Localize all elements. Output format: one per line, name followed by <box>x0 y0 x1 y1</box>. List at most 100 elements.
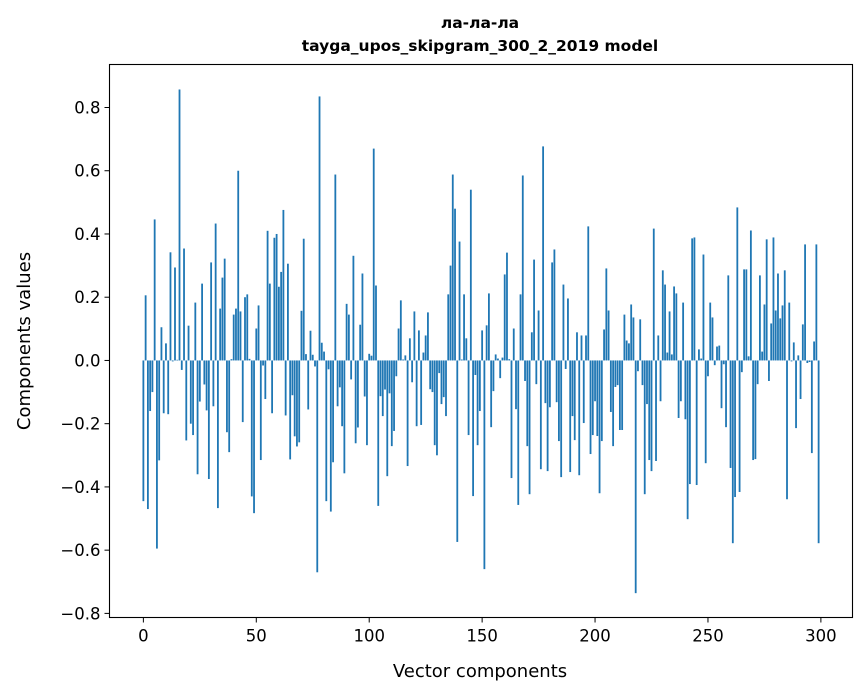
bar-115 <box>402 359 404 361</box>
bar-211 <box>618 360 621 431</box>
bar-103 <box>375 285 377 361</box>
bar-139 <box>456 360 459 542</box>
bar-192 <box>576 332 578 361</box>
bar-294 <box>806 360 809 363</box>
bar-218 <box>634 360 637 594</box>
x-tick-label: 250 <box>692 627 724 646</box>
bar-83 <box>329 360 332 512</box>
bar-215 <box>628 343 630 361</box>
bar-214 <box>625 340 628 361</box>
bar-92 <box>350 360 353 380</box>
bar-148 <box>476 360 479 446</box>
bar-228 <box>657 335 660 361</box>
bar-284 <box>783 270 786 361</box>
bar-77 <box>316 360 319 573</box>
bar-227 <box>655 360 657 461</box>
bar-204 <box>603 329 605 361</box>
bar-131 <box>438 360 441 374</box>
bar-252 <box>711 317 714 361</box>
bar-209 <box>614 360 617 388</box>
bar-80 <box>323 351 325 361</box>
bar-177 <box>542 146 545 361</box>
bar-274 <box>761 351 764 361</box>
bar-47 <box>248 358 251 361</box>
bar-72 <box>305 354 307 361</box>
bar-246 <box>698 349 700 361</box>
bar-111 <box>393 360 395 431</box>
bar-104 <box>377 360 380 506</box>
bar-170 <box>526 360 529 447</box>
bar-7 <box>158 360 161 461</box>
bar-233 <box>668 311 671 361</box>
bar-280 <box>774 310 777 361</box>
bar-26 <box>201 283 203 361</box>
bar-272 <box>756 360 759 385</box>
bar-61 <box>280 271 283 361</box>
bar-49 <box>253 360 255 514</box>
bar-161 <box>506 252 508 361</box>
bar-14 <box>174 267 176 361</box>
bar-271 <box>754 360 757 460</box>
bar-296 <box>810 360 813 454</box>
bar-124 <box>422 352 425 361</box>
bar-105 <box>379 360 382 397</box>
bar-158 <box>499 360 502 379</box>
bar-281 <box>777 273 779 361</box>
bar-225 <box>650 360 653 472</box>
bar-270 <box>752 360 755 461</box>
bar-1 <box>144 295 147 361</box>
bar-110 <box>390 360 393 447</box>
bar-275 <box>763 304 766 361</box>
bar-237 <box>677 360 680 418</box>
bar-234 <box>670 354 673 361</box>
bar-239 <box>682 302 685 361</box>
bar-22 <box>192 360 194 436</box>
bar-74 <box>309 330 312 361</box>
bar-213 <box>623 314 626 361</box>
bar-123 <box>420 360 423 425</box>
x-tick-label: 50 <box>246 627 267 646</box>
bar-58 <box>273 237 276 361</box>
bar-290 <box>797 355 800 361</box>
bar-241 <box>686 360 689 520</box>
bar-266 <box>743 269 746 361</box>
bar-198 <box>589 360 592 455</box>
bar-168 <box>521 175 524 361</box>
bar-278 <box>770 323 773 361</box>
bar-5 <box>153 219 156 361</box>
bar-129 <box>433 360 436 446</box>
bar-9 <box>162 360 165 414</box>
bar-172 <box>530 332 533 361</box>
bar-11 <box>167 360 170 415</box>
bar-126 <box>427 312 429 361</box>
bar-220 <box>639 319 642 361</box>
y-tick-label: 0.0 <box>74 351 100 370</box>
bar-245 <box>695 360 698 486</box>
bar-32 <box>214 223 217 361</box>
bar-50 <box>255 328 258 361</box>
bar-263 <box>736 207 739 361</box>
bar-146 <box>472 360 474 497</box>
bar-267 <box>745 269 748 361</box>
bar-297 <box>813 341 816 361</box>
bar-89 <box>343 360 346 474</box>
bar-71 <box>302 238 305 361</box>
bar-84 <box>332 360 334 463</box>
bar-182 <box>553 249 556 361</box>
y-tick-label: −0.8 <box>60 604 100 623</box>
bar-203 <box>600 360 603 442</box>
bar-298 <box>815 244 818 361</box>
bar-293 <box>804 244 806 361</box>
bar-149 <box>478 360 481 412</box>
bar-206 <box>607 310 610 361</box>
bar-219 <box>637 360 639 372</box>
bar-202 <box>598 360 601 494</box>
bar-288 <box>792 342 795 361</box>
bar-156 <box>494 354 497 361</box>
bar-157 <box>497 358 499 361</box>
bar-230 <box>661 270 664 361</box>
bar-268 <box>747 356 750 361</box>
bar-99 <box>366 360 368 446</box>
bar-95 <box>357 360 359 428</box>
